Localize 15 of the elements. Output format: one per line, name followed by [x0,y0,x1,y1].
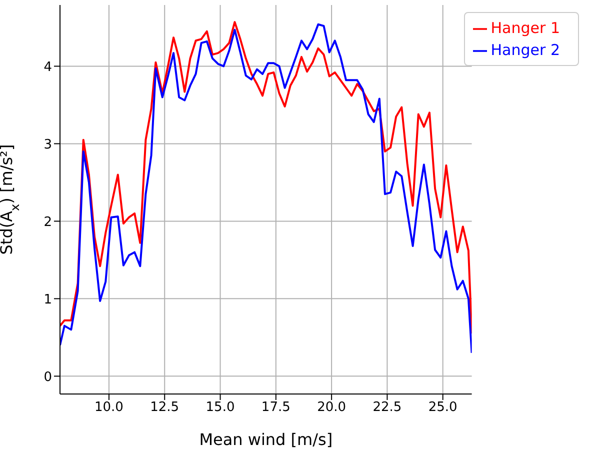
x-tick-label: 17.5 [261,400,290,416]
x-tick-label: 12.5 [150,400,180,416]
x-tick-label: 25.0 [428,400,458,416]
x-tick-label: 22.5 [372,400,402,416]
y-tick-label: 1 [44,292,52,308]
y-tick-label: 0 [44,370,52,385]
x-axis-title: Mean wind [m/s] [199,430,333,449]
legend-label: Hanger 2 [490,41,560,59]
x-tick-label: 20.0 [317,400,346,416]
y-tick-label: 4 [44,60,52,75]
x-tick-label: 10.0 [94,400,124,416]
y-tick-label: 2 [44,214,52,230]
y-tick-label: 3 [44,137,52,152]
x-tick-label: 15.0 [206,400,235,416]
legend-label: Hanger 1 [490,19,560,37]
